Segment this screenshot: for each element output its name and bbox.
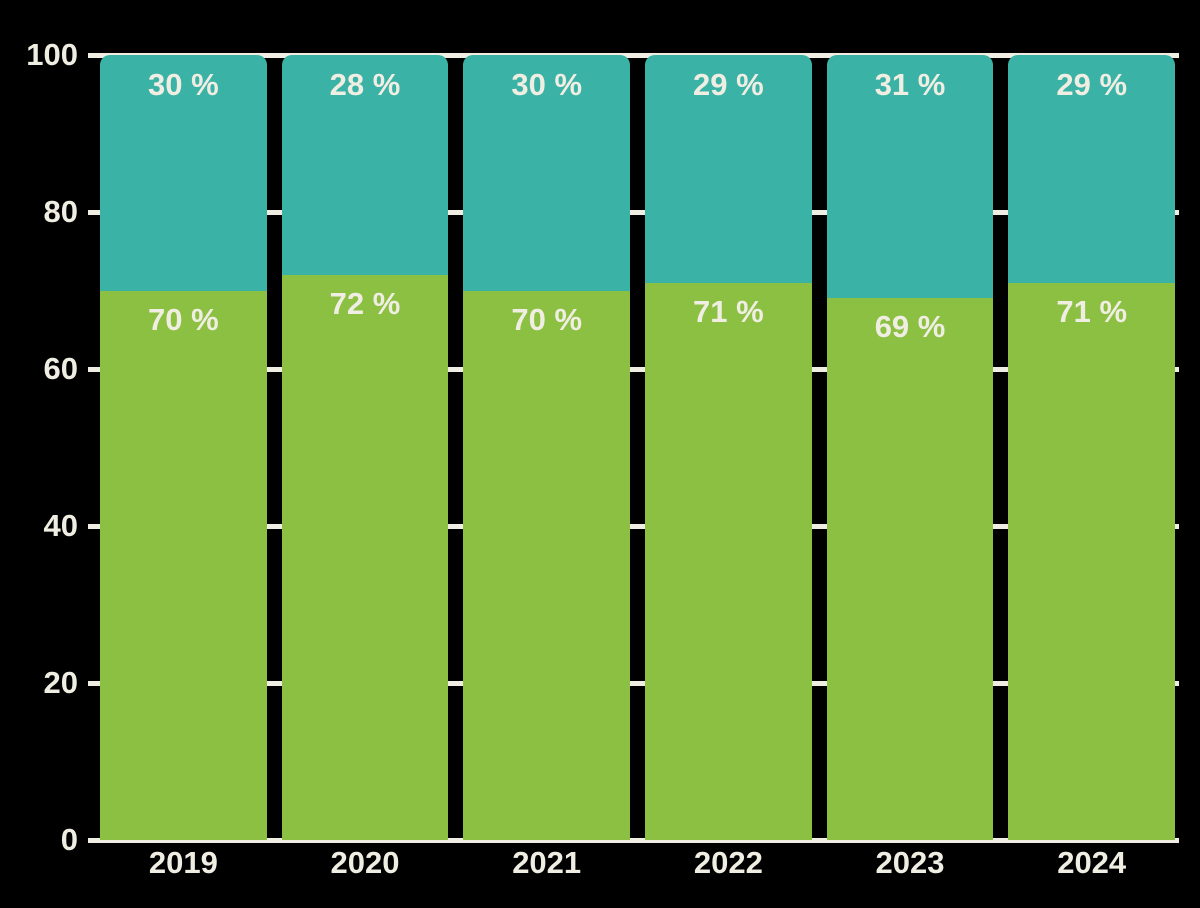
gridline-60 xyxy=(88,367,1179,372)
y-tick-label-0: 0 xyxy=(60,822,78,857)
gridline-20 xyxy=(88,681,1179,686)
bar-group-2024: 29 % 71 % xyxy=(1008,55,1176,840)
segment-teal-2024: 29 % xyxy=(1008,55,1176,283)
segment-value-label: 30 % xyxy=(148,67,219,102)
gridline-0 xyxy=(88,838,1179,843)
y-tick-label-80: 80 xyxy=(43,194,78,229)
gridline-40 xyxy=(88,524,1179,529)
segment-teal-2022: 29 % xyxy=(645,55,812,283)
segment-value-label: 29 % xyxy=(1056,67,1128,102)
gridline-100 xyxy=(88,53,1179,58)
segment-value-label: 71 % xyxy=(693,293,764,329)
x-tick-label-2019: 2019 xyxy=(148,845,218,880)
segment-green-2020: 72 % xyxy=(281,274,449,840)
segment-value-label: 70 % xyxy=(148,301,219,337)
segment-value-label: 71 % xyxy=(1056,293,1128,329)
segment-teal-2021: 30 % xyxy=(463,55,631,291)
bar-group-2022: 29 % 71 % xyxy=(645,55,812,840)
x-tick-label-2022: 2022 xyxy=(693,845,763,880)
segment-green-2023: 69 % xyxy=(826,298,994,840)
x-tick-label-2023: 2023 xyxy=(875,845,945,880)
segment-green-2021: 70 % xyxy=(463,290,631,840)
x-tick-label-2024: 2024 xyxy=(1057,845,1127,880)
segment-value-label: 30 % xyxy=(511,67,583,102)
segment-value-label: 31 % xyxy=(874,67,946,102)
bar-group-2023: 31 % 69 % xyxy=(826,55,994,840)
x-tick-label-2021: 2021 xyxy=(512,845,582,880)
x-axis-labels: 2019 2020 2021 2022 2023 2024 xyxy=(100,847,1175,878)
segment-value-label: 72 % xyxy=(329,285,401,321)
segment-green-2019: 70 % xyxy=(100,290,267,840)
gridline-80 xyxy=(88,210,1179,215)
y-tick-label-60: 60 xyxy=(43,351,78,386)
x-tick-label-2020: 2020 xyxy=(330,845,400,880)
segment-teal-2023: 31 % xyxy=(826,55,994,299)
y-tick-label-40: 40 xyxy=(43,508,78,543)
segment-green-2022: 71 % xyxy=(645,282,812,840)
y-tick-label-20: 20 xyxy=(43,665,78,700)
segment-teal-2020: 28 % xyxy=(281,55,449,275)
segment-green-2024: 71 % xyxy=(1008,282,1176,840)
segment-value-label: 70 % xyxy=(511,301,583,337)
bar-group-2021: 30 % 70 % xyxy=(463,55,631,840)
y-tick-label-100: 100 xyxy=(26,37,78,72)
segment-value-label: 69 % xyxy=(874,309,946,345)
segment-value-label: 29 % xyxy=(693,67,764,102)
bars-container: 30 % 70 % 28 % 72 % 30 % 70 % 29 % 71 % 31 % 69 %… xyxy=(100,55,1176,840)
bar-group-2020: 28 % 72 % xyxy=(281,55,449,840)
segment-value-label: 28 % xyxy=(329,67,401,102)
bar-group-2019: 30 % 70 % xyxy=(100,55,267,840)
segment-teal-2019: 30 % xyxy=(100,55,267,291)
